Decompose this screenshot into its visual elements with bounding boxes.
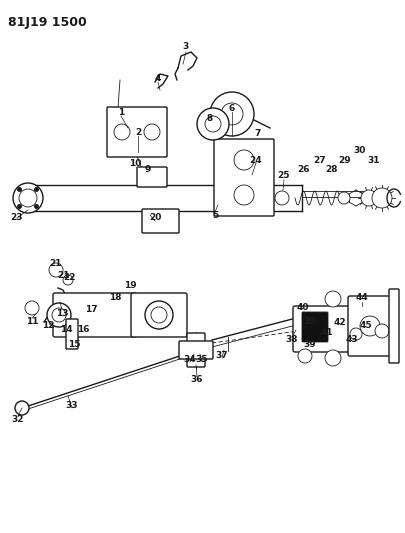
Circle shape [19,189,37,207]
Circle shape [47,303,71,327]
Text: 45: 45 [359,321,371,330]
Circle shape [324,291,340,307]
FancyBboxPatch shape [347,296,391,356]
Text: 38: 38 [285,335,298,344]
Text: 39: 39 [303,318,315,327]
Circle shape [233,150,254,170]
Circle shape [151,307,166,323]
Circle shape [371,188,391,208]
FancyBboxPatch shape [179,341,213,359]
Text: 11: 11 [26,318,38,327]
Text: 18: 18 [109,294,121,303]
Circle shape [360,190,376,206]
Text: 24: 24 [249,156,262,165]
Text: 42: 42 [333,319,345,327]
Circle shape [17,205,21,208]
Text: 23: 23 [11,214,23,222]
FancyBboxPatch shape [53,293,136,337]
FancyBboxPatch shape [187,333,205,367]
Circle shape [49,263,63,277]
Circle shape [34,205,38,208]
Text: 37: 37 [215,351,228,360]
Circle shape [297,349,311,363]
Text: 28: 28 [325,166,337,174]
Circle shape [145,301,173,329]
Circle shape [349,328,361,340]
Text: 29: 29 [338,156,350,165]
Circle shape [144,124,160,140]
Text: 12: 12 [42,321,54,330]
FancyBboxPatch shape [388,289,398,363]
Circle shape [15,401,29,415]
Circle shape [196,108,228,140]
Text: 31: 31 [367,156,379,165]
FancyBboxPatch shape [66,319,78,349]
Text: 13: 13 [55,310,68,319]
Text: 6: 6 [228,103,234,112]
Text: 81J19 1500: 81J19 1500 [8,16,87,29]
Text: 3: 3 [182,42,189,51]
Text: 15: 15 [68,341,80,350]
Circle shape [17,188,21,191]
Text: 25: 25 [277,172,290,181]
Text: 36: 36 [190,376,203,384]
Text: 22: 22 [64,273,76,282]
Text: 8: 8 [207,114,213,123]
Circle shape [209,92,254,136]
Text: 26: 26 [297,166,309,174]
Circle shape [337,192,349,204]
Text: 41: 41 [320,328,333,337]
Circle shape [63,275,73,285]
Text: 10: 10 [128,158,141,167]
Circle shape [374,324,388,338]
Text: 35: 35 [195,356,208,365]
Circle shape [52,308,66,322]
FancyBboxPatch shape [213,139,273,216]
Text: 19: 19 [124,280,136,289]
Circle shape [13,183,43,213]
Circle shape [205,116,220,132]
Text: 27: 27 [313,156,326,165]
Circle shape [114,124,130,140]
Text: 39: 39 [303,341,315,350]
Circle shape [34,188,38,191]
FancyBboxPatch shape [136,167,166,187]
Circle shape [233,185,254,205]
Text: 7: 7 [254,128,260,138]
Text: 2: 2 [134,127,141,136]
FancyBboxPatch shape [301,312,327,342]
Text: 21: 21 [58,271,70,280]
FancyBboxPatch shape [142,209,179,233]
Circle shape [324,350,340,366]
Text: 33: 33 [66,401,78,410]
Text: 1: 1 [117,108,124,117]
Text: 20: 20 [149,214,161,222]
Text: 43: 43 [345,335,358,344]
Text: 32: 32 [12,416,24,424]
Text: 34: 34 [183,356,196,365]
Text: 30: 30 [353,146,365,155]
Circle shape [359,316,379,336]
Text: 17: 17 [85,305,97,314]
Text: 16: 16 [77,326,89,335]
Text: 9: 9 [145,166,151,174]
Circle shape [220,103,243,125]
Text: 40: 40 [296,303,309,312]
Text: 21: 21 [50,260,62,269]
FancyBboxPatch shape [107,107,166,157]
Circle shape [274,191,288,205]
FancyBboxPatch shape [292,306,358,352]
Text: 14: 14 [60,326,72,335]
Text: 5: 5 [211,211,217,220]
Text: 44: 44 [355,294,367,303]
Text: 4: 4 [154,74,161,83]
FancyBboxPatch shape [131,293,187,337]
